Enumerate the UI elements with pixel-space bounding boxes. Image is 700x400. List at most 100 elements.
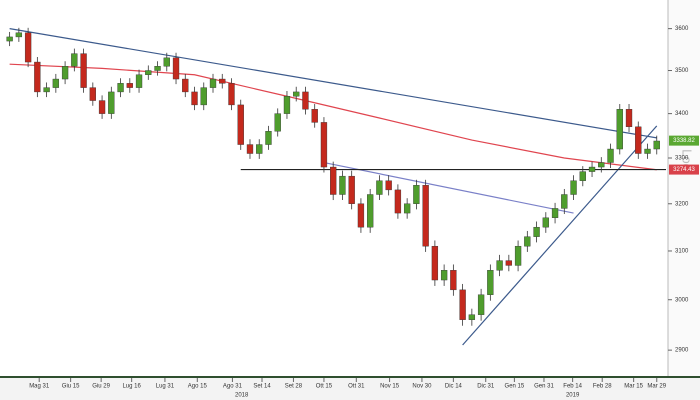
candle-body <box>533 226 540 237</box>
candle-body <box>320 122 328 168</box>
candle-body <box>524 236 531 247</box>
candle-body <box>385 180 392 191</box>
x-tick-label: Mag 31 <box>29 384 50 390</box>
x-tick-label: Lug 31 <box>156 384 175 390</box>
x-tick-label: Mar 29 <box>647 384 666 390</box>
candle-body <box>625 109 633 128</box>
trend-line <box>462 125 658 346</box>
candle-body <box>459 289 466 320</box>
candle-body <box>209 78 217 88</box>
candle-body <box>80 53 87 88</box>
x-tick-label: Ott 15 <box>316 384 333 390</box>
candle-body <box>61 66 69 80</box>
candle-body <box>505 260 512 266</box>
candle-body <box>219 78 226 84</box>
y-tick-label: 3200 <box>675 201 689 207</box>
x-tick-label: Gen 31 <box>534 384 554 390</box>
candle-body <box>15 32 23 38</box>
candle-body <box>403 203 411 214</box>
candle-body <box>542 217 549 228</box>
candle-body <box>514 245 522 266</box>
candle-body <box>635 126 642 154</box>
candle-body <box>330 166 337 195</box>
candle-body <box>468 314 476 320</box>
moving-average <box>9 63 657 171</box>
candle-body <box>135 74 143 88</box>
x-tick-label: Ago 15 <box>188 384 208 390</box>
candle-body <box>588 166 596 172</box>
candle-body <box>24 32 32 63</box>
y-tick-label: 3400 <box>675 111 689 117</box>
x-tick-label: Nov 30 <box>412 384 432 390</box>
y-tick-label: 3500 <box>675 68 689 74</box>
candle-body <box>283 96 291 114</box>
candle-body <box>117 83 124 93</box>
y-tick-label: 3100 <box>675 249 689 255</box>
x-tick-label: Feb 28 <box>593 384 612 390</box>
x-tick-label: Dic 31 <box>477 384 495 390</box>
x-tick-label: Lug 16 <box>122 384 141 390</box>
y-tick-label: 3300 <box>675 156 689 162</box>
x-axis-panel <box>0 377 700 400</box>
candle-body <box>182 78 189 93</box>
candle-body <box>98 100 106 114</box>
candle-body <box>163 57 170 67</box>
candle-body <box>579 171 586 181</box>
candle-body <box>191 91 198 106</box>
y-tick-label: 3000 <box>675 297 689 303</box>
candle-body <box>431 245 439 281</box>
x-tick-label: Giu 15 <box>62 384 80 390</box>
candle-body <box>311 109 318 123</box>
x-tick-label: Set 28 <box>285 384 303 390</box>
candle-body <box>302 91 309 110</box>
candle-body <box>367 194 374 228</box>
x-tick-label: Nov 15 <box>380 384 400 390</box>
x-tick-label: Set 14 <box>253 384 271 390</box>
x-tick-label: Ott 31 <box>348 384 365 390</box>
candle-body <box>43 87 50 93</box>
candle-body <box>570 180 577 195</box>
candle-body <box>561 194 568 209</box>
candle-body <box>256 144 263 154</box>
candle-body <box>394 189 402 214</box>
candle-body <box>228 83 235 106</box>
candle-body <box>496 260 503 271</box>
candle-body <box>644 148 651 154</box>
candle-body <box>450 270 457 291</box>
year-label: 2019 <box>566 393 580 399</box>
candle-body <box>145 70 152 75</box>
candle-body <box>440 270 448 281</box>
trend-line <box>9 28 657 139</box>
year-label: 2018 <box>235 393 249 399</box>
y-axis-panel <box>668 0 700 378</box>
candle-body <box>71 53 78 67</box>
candle-body <box>357 203 365 228</box>
candle-body <box>89 87 96 101</box>
candle-body <box>413 185 420 204</box>
candle-body <box>339 175 346 195</box>
candle-body <box>108 91 115 114</box>
candle-body <box>348 175 355 204</box>
candle-body <box>6 36 13 42</box>
trend-line <box>323 161 574 214</box>
candle-body <box>274 113 281 132</box>
x-tick-label: Giu 29 <box>92 384 110 390</box>
candle-body <box>52 78 60 88</box>
candle-body <box>376 180 383 195</box>
candle-body <box>477 294 485 315</box>
x-tick-label: Mar 15 <box>624 384 643 390</box>
candle-body <box>422 185 429 247</box>
candle-body <box>237 104 244 145</box>
candle-body <box>172 57 180 80</box>
candle-body <box>616 109 623 150</box>
last-price-label-box <box>669 135 699 146</box>
candle-body <box>200 87 207 106</box>
candle-body <box>246 144 254 154</box>
level-price-label-box <box>669 164 699 175</box>
x-tick-label: Gen 15 <box>505 384 525 390</box>
candle-body <box>487 270 494 295</box>
x-tick-label: Ago 31 <box>223 384 243 390</box>
candle-body <box>265 131 272 145</box>
level-price-label: 3274.43 <box>673 167 695 173</box>
